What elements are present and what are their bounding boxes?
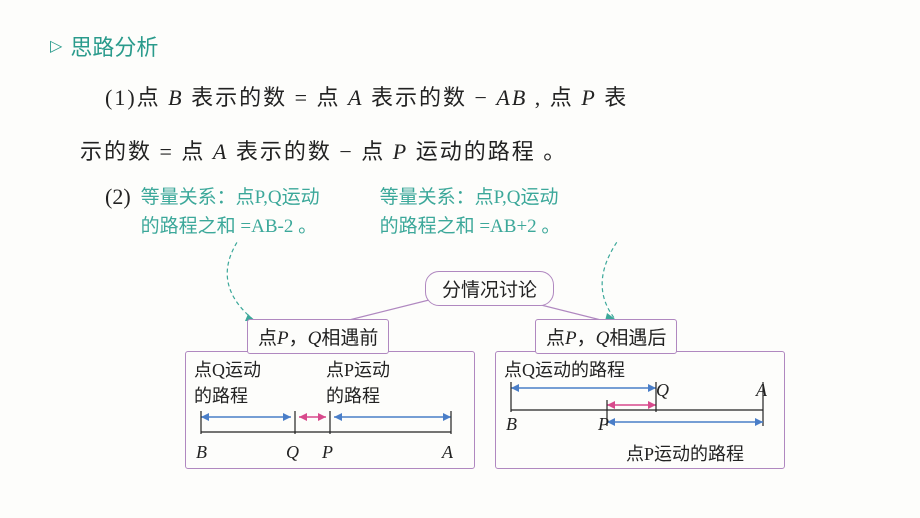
right-p-label: 点P运动的路程 [626,440,744,466]
note-left: 等量关系：点P,Q运动 的路程之和 =AB-2 。 [141,184,320,241]
line-2: 示的数 = 点 A 表示的数 − 点 P 运动的路程 。 [80,134,870,166]
left-label-Q: Q [286,442,299,463]
right-label-A: A [756,380,767,401]
right-label-Q: Q [656,380,669,401]
center-box: 分情况讨论 [425,271,554,306]
left-label-B: B [196,442,207,463]
note-right: 等量关系：点P,Q运动 的路程之和 =AB+2 。 [380,184,561,241]
hand-notes: 等量关系：点P,Q运动 的路程之和 =AB-2 。 等量关系：点P,Q运动 的路… [141,184,561,241]
big-box-right: 点Q运动的路程 Q A B P 点P运动的路程 [495,351,785,469]
line-1: (1)点 B 表示的数 = 点 A 表示的数 − AB , 点 P 表 [105,80,870,112]
left-q-label: 点Q运动 的路程 [194,356,261,408]
sub-box-left: 点P，Q相遇前 [247,319,389,354]
part2-label: (2) [105,184,131,210]
sub-box-right: 点P，Q相遇后 [535,319,677,354]
left-label-P: P [322,442,333,463]
right-label-B: B [506,414,517,435]
left-p-label: 点P运动 的路程 [326,356,390,408]
big-box-left: 点Q运动 的路程 点P运动 的路程 B [185,351,475,469]
right-label-P: P [598,414,609,435]
part2-wrapper: (2) 等量关系：点P,Q运动 的路程之和 =AB-2 。 等量关系：点P,Q运… [105,184,870,246]
header-title: 思路分析 [70,30,158,62]
header: ▷ 思路分析 [50,30,870,62]
left-label-A: A [442,442,453,463]
triangle-icon: ▷ [50,36,62,56]
